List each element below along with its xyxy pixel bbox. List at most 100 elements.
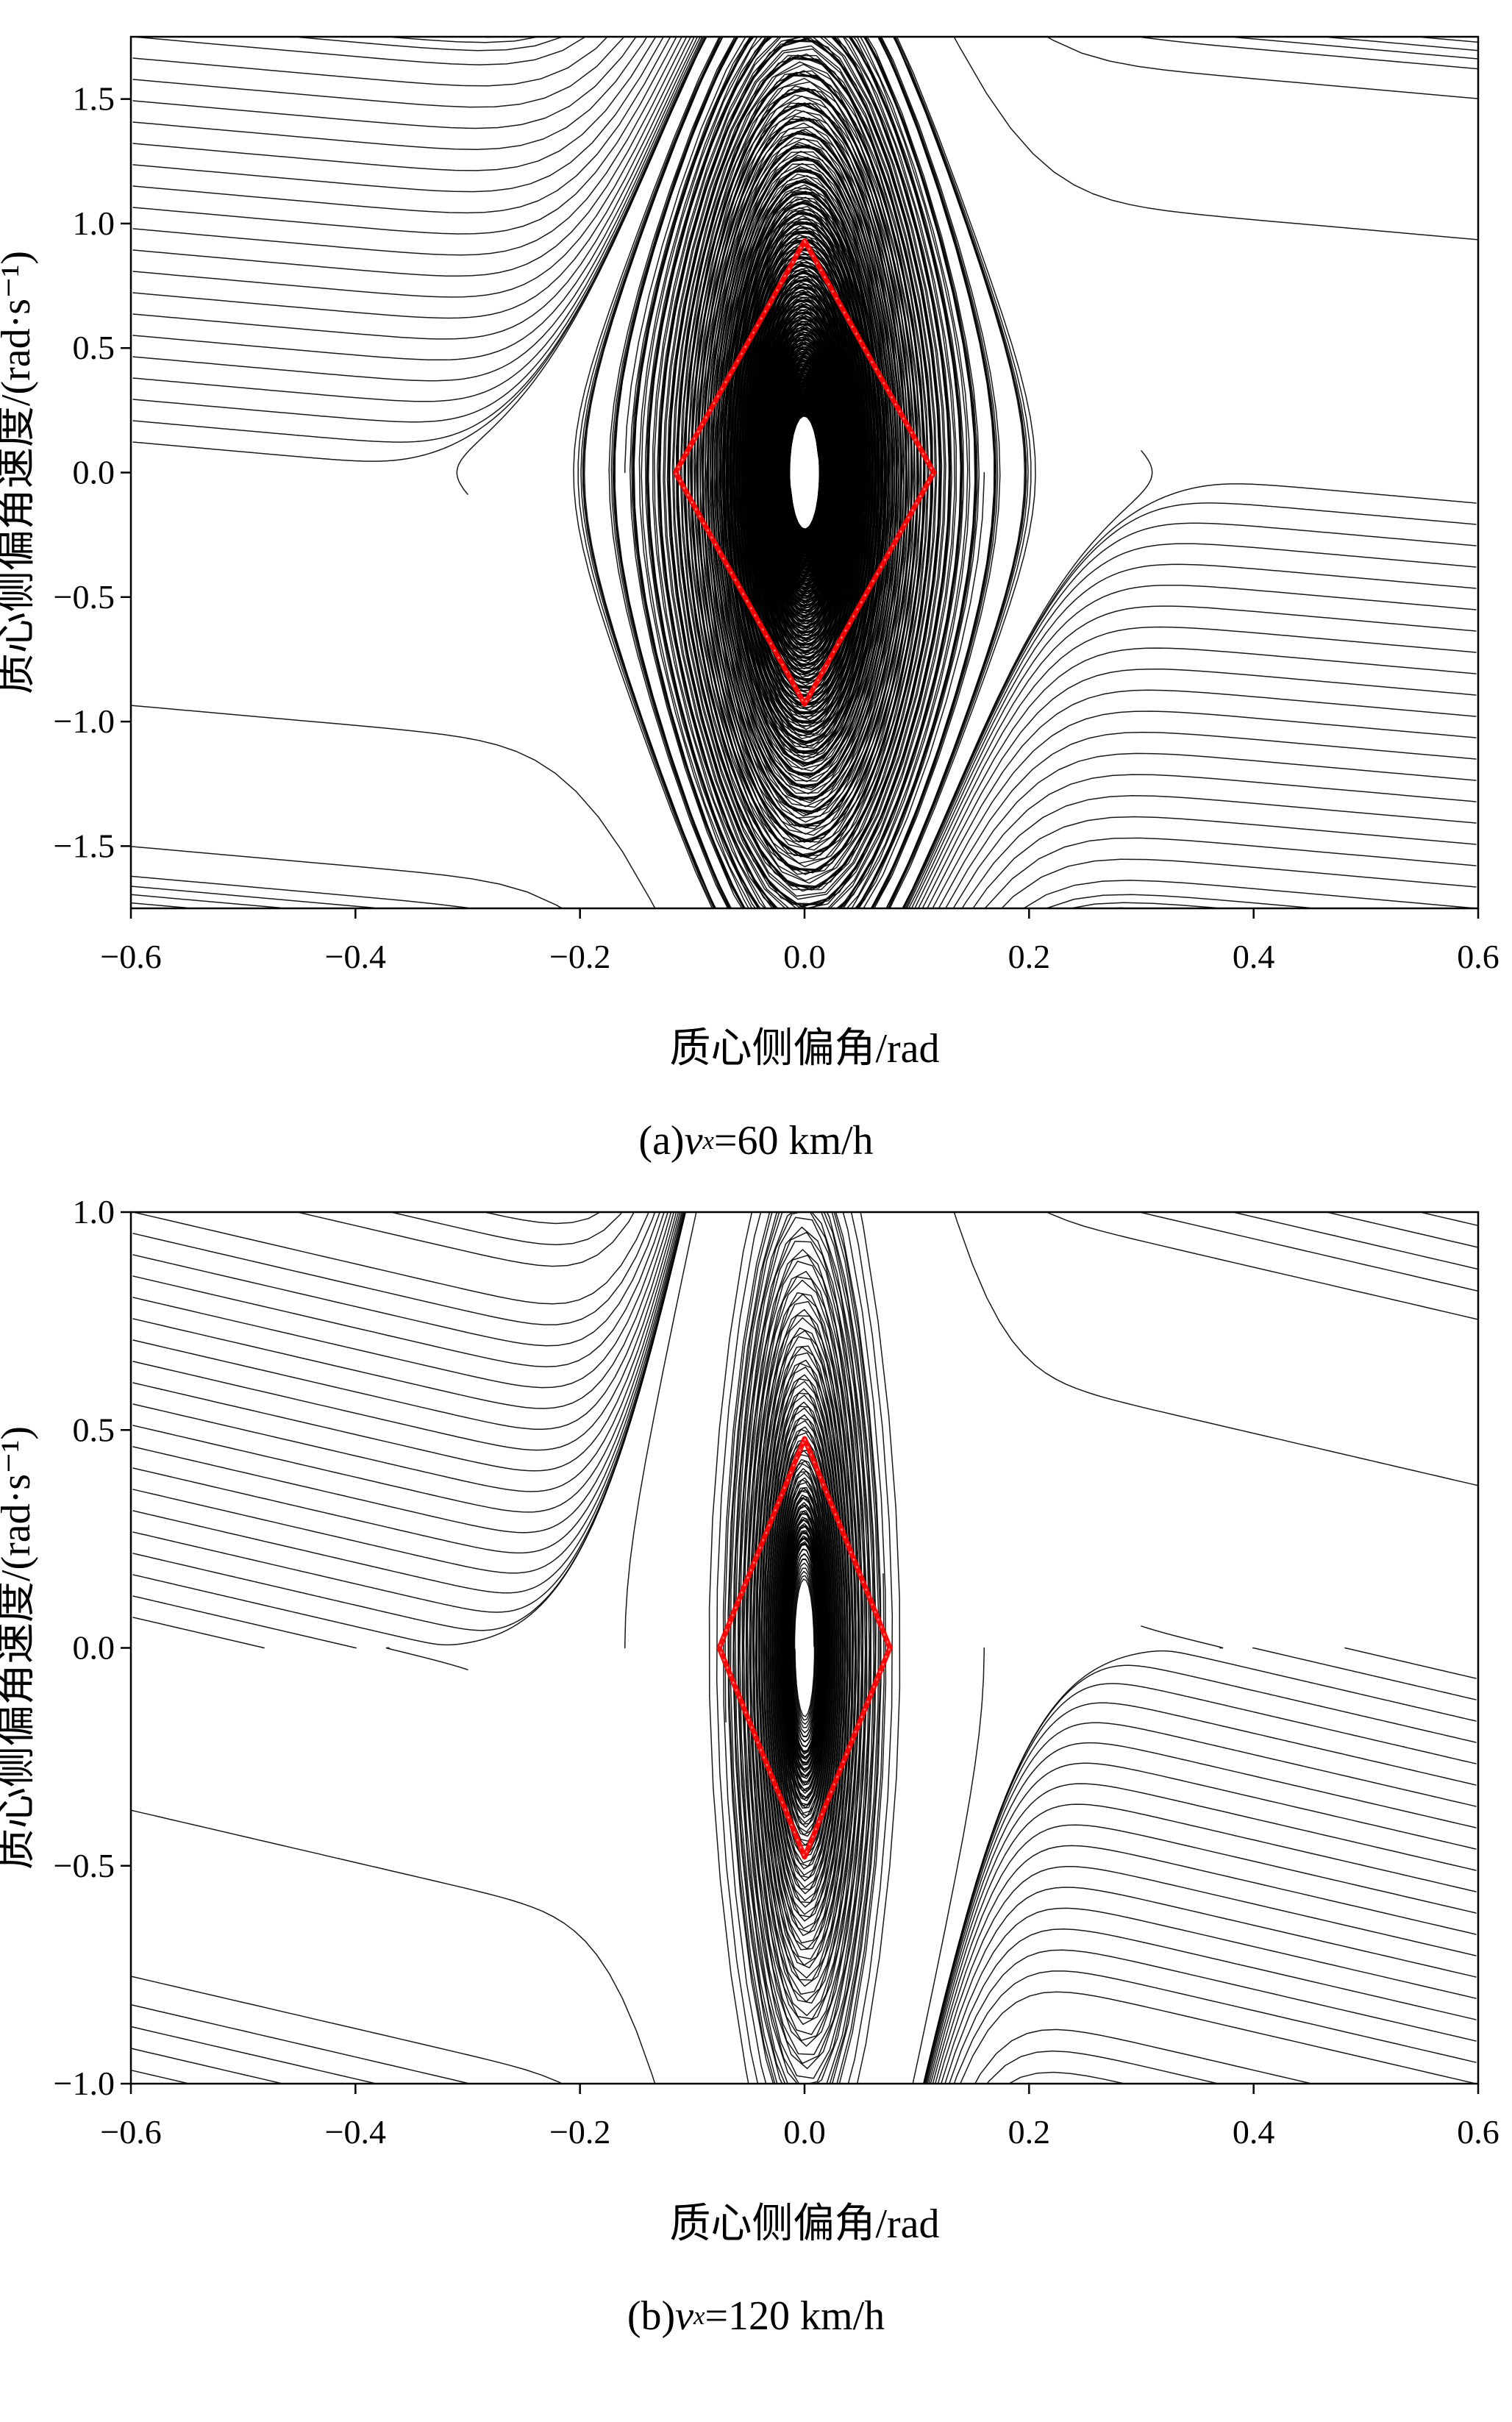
figure-page: −0.6 −0.4 −0.2 0.0 0.2 0.4 0.6 1.5 1.0 0.5 0.0 −0.5… (0, 21, 1512, 2371)
trajectory-line (579, 37, 582, 38)
trajectory-line (132, 37, 665, 193)
trajectory-line (1421, 1212, 1478, 1227)
trajectory-line (132, 1212, 650, 1305)
trajectory-line (132, 37, 688, 277)
trajectories (131, 1212, 1478, 2084)
trajectory-line (926, 689, 1477, 908)
trajectory-line (131, 875, 468, 908)
trajectory-line (953, 37, 1478, 241)
trajectory-line (132, 37, 637, 129)
plot-frame (129, 35, 1480, 910)
caption-b-suffix: =120 km/h (705, 2293, 885, 2339)
trajectory-line (132, 1212, 656, 1325)
trajectory-line (1141, 1212, 1478, 1292)
y-axis-tick-label: 0.0 (73, 1629, 115, 1667)
trajectory-line (1234, 37, 1478, 60)
trajectory-line (953, 1212, 1478, 1486)
trajectory-line (485, 37, 505, 38)
trajectory-line (1421, 37, 1478, 43)
trajectory-line (930, 1824, 1477, 2084)
trajectory-line (986, 2050, 1217, 2084)
trajectory-line (1234, 1212, 1478, 1270)
trajectory-line (132, 1212, 686, 1613)
trajectory-line (1141, 37, 1478, 70)
y-axis-tick-label: −0.5 (54, 1847, 115, 1884)
x-axis-tick-label: −0.4 (325, 2113, 386, 2151)
x-axis-tick-label: −0.4 (325, 938, 386, 975)
trajectory-line (944, 1928, 1477, 2084)
trajectory-line (917, 647, 1477, 908)
y-axis-tick-label: −1.0 (54, 702, 115, 740)
y-axis-tick-label: −1.5 (54, 827, 115, 864)
trajectory-line (132, 1212, 684, 1534)
x-axis-tick-label: 0.4 (1233, 938, 1275, 975)
trajectory-line (1327, 1212, 1478, 1248)
y-axis-label: 质心侧偏角速度/(rad·s⁻¹) (0, 1426, 39, 1870)
y-axis-tick-label: 0.5 (73, 1411, 115, 1448)
x-axis-tick-label: −0.6 (100, 938, 161, 975)
trajectory-line (583, 37, 1153, 908)
caption-a-suffix: =60 km/h (713, 1118, 874, 1164)
caption-a-variable: v (684, 1118, 703, 1164)
y-axis-tick-label: −0.5 (54, 578, 115, 616)
trajectories (131, 37, 1478, 908)
stability-boundary (672, 238, 937, 707)
trajectory-line (932, 1845, 1477, 2084)
trajectory-line (673, 37, 675, 38)
trajectory-line (924, 1722, 1477, 2084)
trajectory-line (132, 1212, 685, 1574)
trajectory-line (934, 1865, 1477, 2084)
x-axis-tick-label: 0.6 (1457, 938, 1499, 975)
x-axis-tick-label: −0.6 (100, 2113, 161, 2151)
trajectory-line (944, 752, 1477, 908)
trajectory-line (1025, 2082, 1030, 2084)
panel-b: −0.6 −0.4 −0.2 0.0 0.2 0.4 0.6 1.0 0.5 0.0 −0.5 −1.… (0, 1196, 1512, 2371)
plot-frame (129, 1211, 1480, 2085)
phase-portrait-svg: −0.6 −0.4 −0.2 0.0 0.2 0.4 0.6 1.0 0.5 0.0 −0.5 −1.… (0, 1196, 1499, 2247)
trajectory-line (132, 1617, 265, 1649)
trajectory-line (131, 2026, 375, 2084)
trajectory-line (131, 1809, 656, 2084)
trajectory-line (131, 705, 656, 908)
caption-a-prefix: (a) (638, 1118, 685, 1164)
caption-b-prefix: (b) (627, 2293, 676, 2339)
trajectory-line (1252, 1647, 1477, 1700)
x-axis-tick-label: −0.2 (549, 2113, 610, 2151)
trajectory-line (1022, 880, 1477, 908)
trajectory-line (131, 2004, 468, 2084)
y-axis-tick-label: 0.5 (73, 329, 115, 366)
phase-plot-vx60: −0.6 −0.4 −0.2 0.0 0.2 0.4 0.6 1.5 1.0 0.5 0.0 −0.5… (0, 21, 1512, 1086)
trajectory-line (485, 1212, 602, 1225)
panel-a: −0.6 −0.4 −0.2 0.0 0.2 0.4 0.6 1.5 1.0 0.5 0.0 −0.5… (0, 21, 1512, 1196)
trajectory-line (1047, 37, 1478, 99)
trajectory-line (912, 1647, 985, 2084)
x-axis-label: 质心侧偏角/rad (669, 2201, 939, 2247)
trajectory-line (132, 1212, 686, 1594)
phase-portrait-svg: −0.6 −0.4 −0.2 0.0 0.2 0.4 0.6 1.5 1.0 0.5 0.0 −0.5… (0, 35, 1499, 1072)
stability-boundary-texture (718, 1437, 891, 1859)
trajectory-line (132, 37, 657, 171)
trajectory-line (299, 37, 565, 51)
y-axis-label: 质心侧偏角速度/(rad·s⁻¹) (0, 251, 39, 694)
trajectory-line (937, 1887, 1477, 2084)
trajectory-line (131, 2069, 188, 2084)
trajectory-line (132, 1212, 677, 1451)
trajectory-line (910, 605, 1477, 908)
trajectory-line (1001, 858, 1477, 908)
trajectory-line (924, 1742, 1477, 2084)
trajectory-line (959, 1991, 1477, 2084)
trajectory-line (132, 1595, 357, 1649)
x-axis-tick-label: 0.2 (1008, 938, 1051, 975)
caption-b-variable: v (675, 2293, 694, 2339)
trajectory-line (132, 1212, 665, 1367)
trajectory-line (385, 1647, 468, 1670)
y-axis-tick-label: 0.0 (73, 454, 115, 491)
y-axis-tick-label: −1.0 (54, 2065, 115, 2102)
trajectory-line (131, 886, 375, 908)
trajectory-line (961, 795, 1477, 908)
trajectory-line (392, 1212, 623, 1246)
trajectory-line (925, 1762, 1477, 2084)
trajectory-line (1067, 902, 1217, 908)
y-axis-tick-label: 1.0 (73, 1196, 115, 1230)
trajectory-line (922, 1650, 1477, 2084)
